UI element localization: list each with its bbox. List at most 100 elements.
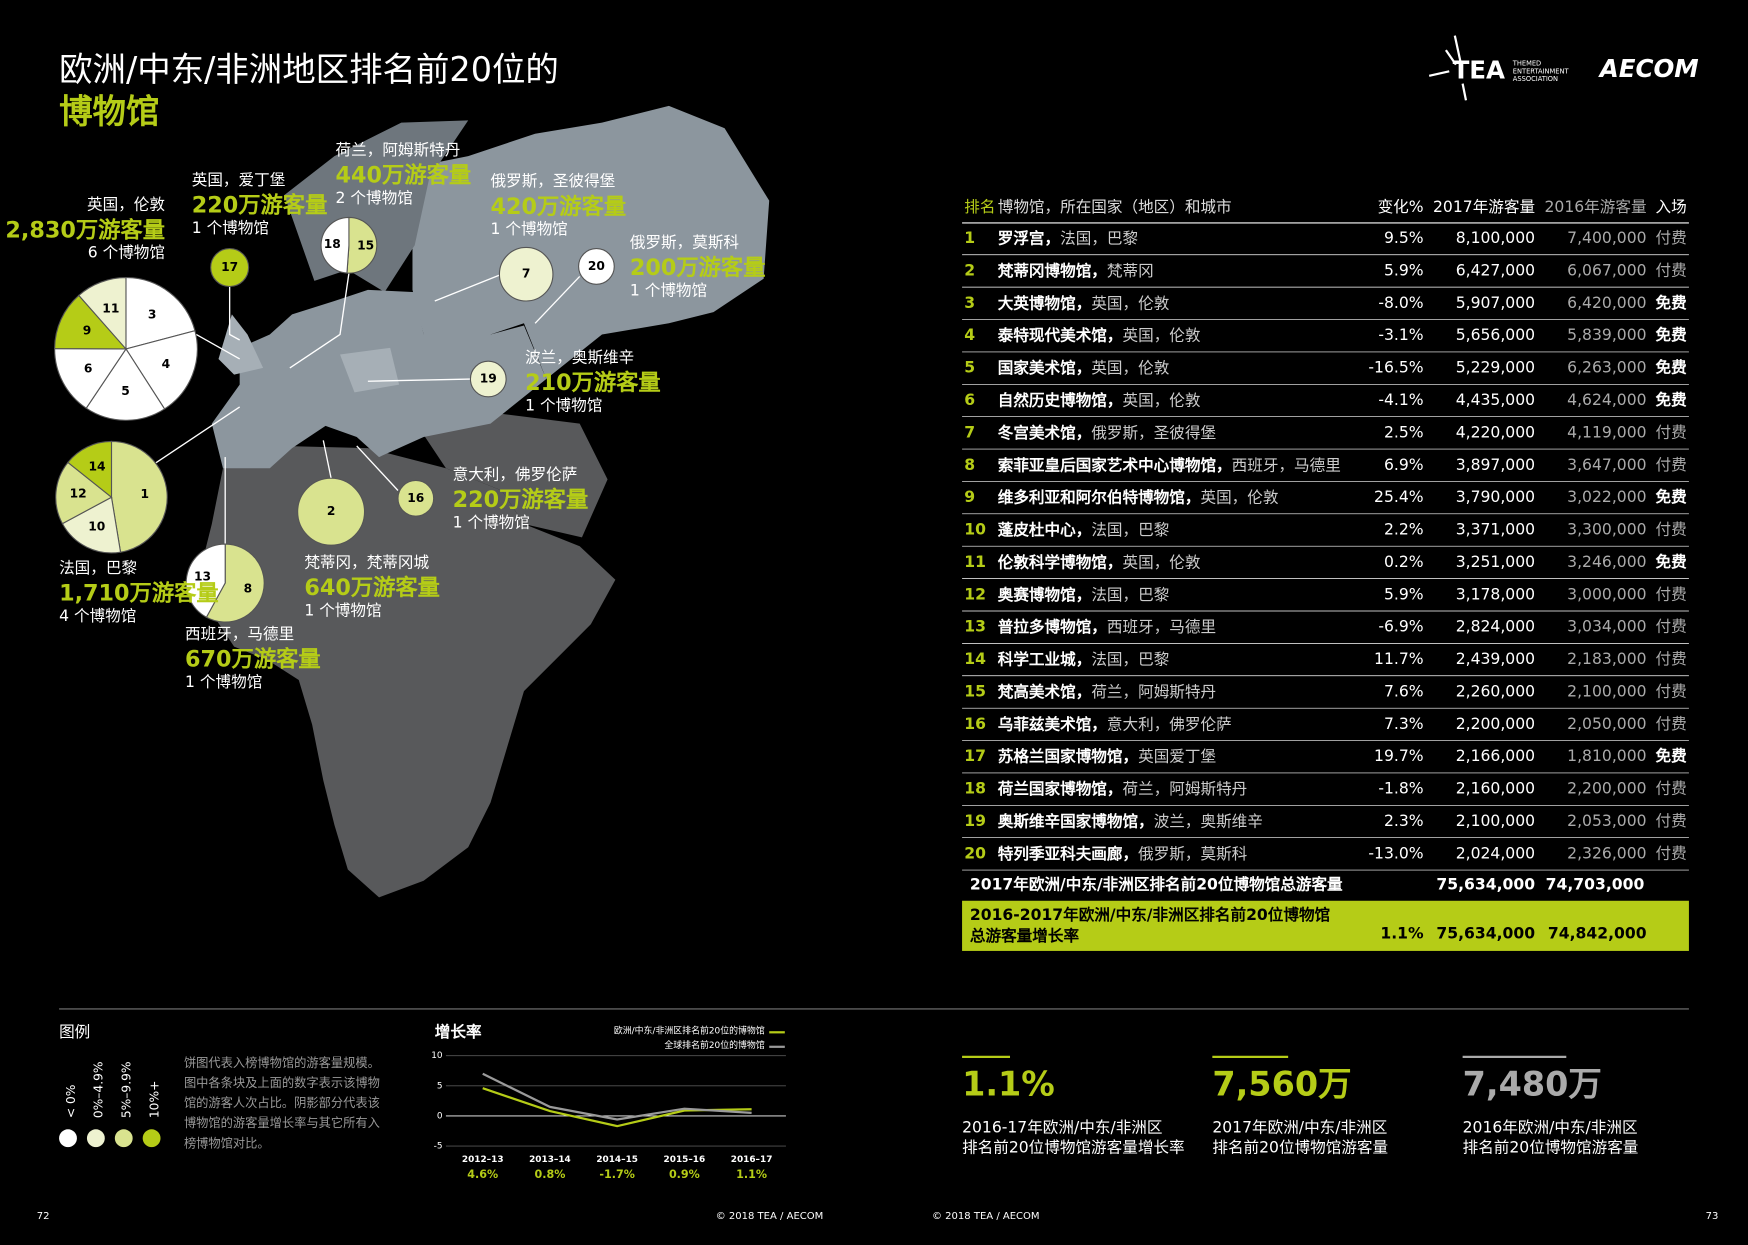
callout-visitors: 420万游客量 <box>491 193 627 220</box>
visitors-2017: 5,656,000 <box>1456 326 1535 344</box>
museum-location: 俄罗斯，圣彼得堡 <box>1091 423 1216 441</box>
stat-value: 7,480万 <box>1463 1064 1602 1103</box>
callout-museums: 1 个博物馆 <box>304 601 381 619</box>
museum-name: 自然历史博物馆， <box>998 390 1123 409</box>
pie-slice <box>55 461 113 525</box>
legend-description: 馆的游客人次占比。阴影部分代表该 <box>184 1095 380 1110</box>
admission: 付费 <box>1655 780 1686 798</box>
admission: 付费 <box>1655 521 1686 539</box>
visitors-2017: 3,371,000 <box>1456 521 1535 539</box>
museum: 大英博物馆，英国，伦敦 <box>998 293 1170 312</box>
total-2017: 75,634,000 <box>1436 876 1535 894</box>
visitors-2017: 8,100,000 <box>1456 229 1535 247</box>
museum-name: 奥斯维辛国家博物馆， <box>998 811 1154 830</box>
pie-slice <box>125 277 196 350</box>
rank: 20 <box>964 844 986 862</box>
museum-name: 奥赛博物馆， <box>998 584 1092 603</box>
rank: 4 <box>964 326 975 344</box>
visitors-2016: 4,624,000 <box>1567 391 1646 409</box>
museum-location: 英国，伦敦 <box>1123 553 1201 571</box>
change: -8.0% <box>1378 294 1423 312</box>
growth-label: 2016-2017年欧洲/中东/非洲区排名前20位博物馆 <box>970 905 1330 924</box>
value-label: 4.6% <box>467 1168 498 1181</box>
pie-label: 3 <box>148 308 157 322</box>
stat-value: 1.1% <box>962 1064 1055 1103</box>
rank: 14 <box>964 650 986 668</box>
museum-location: 英国爱丁堡 <box>1138 747 1216 765</box>
leader <box>155 406 241 464</box>
museum-location: 英国，伦敦 <box>1123 391 1201 409</box>
change: 6.9% <box>1384 456 1424 474</box>
museum: 苏格兰国家博物馆，英国爱丁堡 <box>998 746 1216 765</box>
museum-name: 荷兰国家博物馆， <box>998 779 1123 798</box>
rank: 15 <box>964 682 986 700</box>
pie-label: 4 <box>162 357 171 371</box>
museum-name: 罗浮宫， <box>998 228 1060 247</box>
page-number: 73 <box>1706 1211 1719 1222</box>
visitors-2017: 2,824,000 <box>1456 618 1535 636</box>
museum-location: 西班牙，马德里 <box>1232 456 1341 474</box>
pie-slice <box>54 347 128 409</box>
pie-label: 6 <box>84 361 93 375</box>
museum-name: 泰特现代美术馆， <box>997 325 1123 344</box>
change: 19.7% <box>1374 747 1424 765</box>
admission: 付费 <box>1655 650 1686 668</box>
admission: 免费 <box>1655 293 1687 312</box>
museum-name: 苏格兰国家博物馆， <box>998 746 1138 765</box>
growth-2016: 74,842,000 <box>1548 925 1647 943</box>
pie-label: 17 <box>221 260 238 274</box>
stat-caption: 2017年欧洲/中东/非洲区 <box>1212 1119 1387 1137</box>
museum-location: 法国，巴黎 <box>1091 521 1169 539</box>
change: -1.8% <box>1378 780 1423 798</box>
legend-description: 博物馆的游客量增长率与其它所有入 <box>184 1115 380 1130</box>
change: -13.0% <box>1368 844 1423 862</box>
leader <box>195 333 241 360</box>
museum-name: 蓬皮杜中心， <box>998 520 1092 539</box>
rank: 1 <box>964 229 975 247</box>
admission: 免费 <box>1655 358 1687 377</box>
museum-name: 特列季亚科夫画廊， <box>998 843 1138 862</box>
museum-name: 维多利亚和阿尔伯特博物馆， <box>998 487 1201 506</box>
rank: 13 <box>964 618 986 636</box>
legend-swatch <box>59 1129 77 1148</box>
pie-slice <box>125 330 198 410</box>
callout-place: 英国，伦敦 <box>87 196 165 214</box>
legend-description: 饼图代表入榜博物馆的游客量规模。 <box>184 1055 380 1070</box>
visitors-2016: 6,420,000 <box>1567 294 1646 312</box>
x-tick-label: 2012–13 <box>462 1155 504 1165</box>
museum-name: 索菲亚皇后国家艺术中心博物馆， <box>998 455 1232 474</box>
pie-label: 16 <box>407 491 424 505</box>
admission: 免费 <box>1655 552 1687 571</box>
pie-label: 7 <box>522 267 531 281</box>
leader <box>434 273 502 302</box>
pie-slice <box>185 543 226 619</box>
change: -4.1% <box>1378 391 1423 409</box>
museum: 荷兰国家博物馆，荷兰，阿姆斯特丹 <box>998 779 1248 798</box>
leader <box>322 440 332 479</box>
rank: 5 <box>964 359 975 377</box>
visitors-2017: 5,907,000 <box>1456 294 1535 312</box>
change: -3.1% <box>1378 326 1423 344</box>
middle-east <box>423 412 608 538</box>
pie-slice <box>498 246 554 302</box>
visitors-2016: 3,034,000 <box>1567 618 1646 636</box>
museum-location: 俄罗斯，莫斯科 <box>1138 844 1248 862</box>
museum-name: 乌菲兹美术馆， <box>998 714 1107 733</box>
change: 2.5% <box>1384 423 1424 441</box>
museum-name: 伦敦科学博物馆， <box>998 552 1123 571</box>
visitors-2017: 5,229,000 <box>1456 359 1535 377</box>
museum-name: 冬宫美术馆， <box>998 422 1092 441</box>
leader <box>289 273 350 369</box>
admission: 付费 <box>1655 423 1686 441</box>
x-tick-label: 2016–17 <box>731 1155 773 1165</box>
pie-slice <box>85 347 166 421</box>
rank: 19 <box>964 812 986 830</box>
museum-name: 普拉多博物馆， <box>998 617 1107 636</box>
museum-name: 国家美术馆， <box>998 358 1092 377</box>
growth-band <box>962 900 1689 951</box>
rank: 7 <box>964 423 975 441</box>
museum-location: 英国，伦敦 <box>1091 294 1169 312</box>
museum: 冬宫美术馆，俄罗斯，圣彼得堡 <box>998 422 1216 441</box>
admission: 付费 <box>1655 812 1686 830</box>
